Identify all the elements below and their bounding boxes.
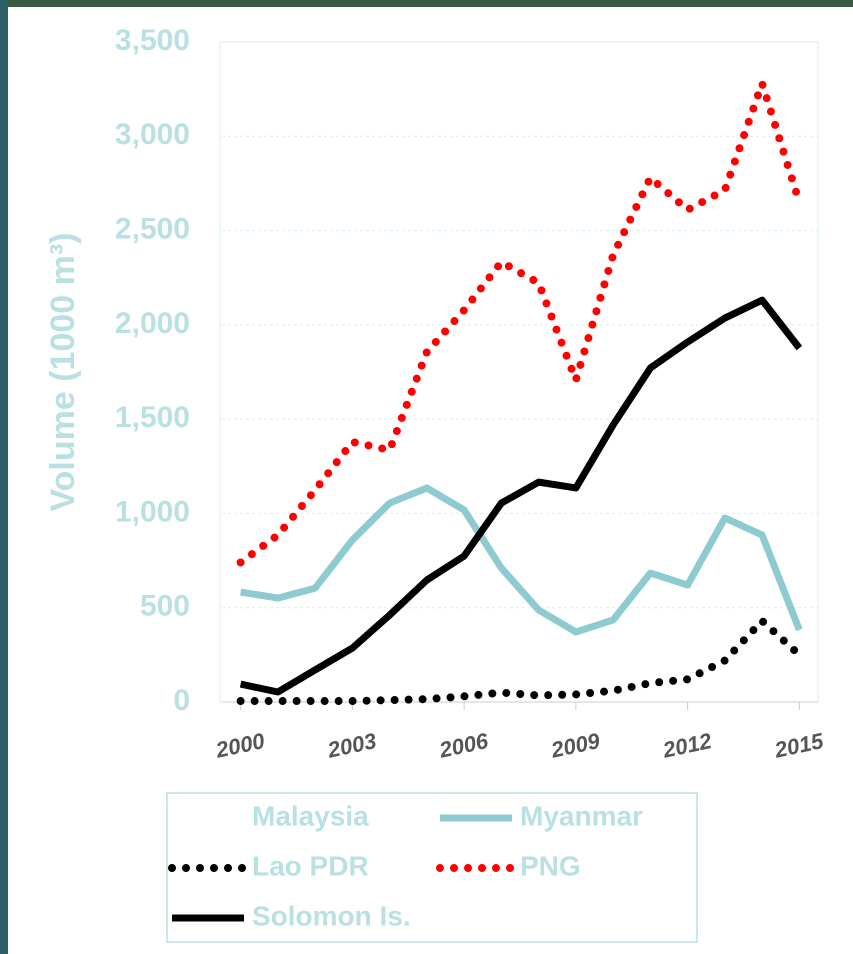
series-line <box>239 296 803 696</box>
left-border <box>0 0 8 954</box>
x-tick-label: 2003 <box>325 728 379 763</box>
y-tick-label: 0 <box>173 684 190 717</box>
x-tick-label: 2015 <box>772 728 827 763</box>
y-tick-label: 1,500 <box>115 401 190 434</box>
top-strip <box>0 0 853 7</box>
series-line <box>240 484 803 636</box>
y-tick-label: 500 <box>140 590 190 623</box>
y-axis-label: Volume (1000 m³) <box>44 232 82 511</box>
y-tick-label: 3,500 <box>115 24 190 57</box>
legend-label: Malaysia <box>252 800 369 831</box>
y-tick-label: 2,500 <box>115 212 190 245</box>
x-tick-label: 2006 <box>436 728 491 763</box>
x-tick-label: 2009 <box>548 728 603 763</box>
y-tick-label: 2,000 <box>115 307 190 340</box>
legend-label: Myanmar <box>520 800 643 831</box>
x-tick-label: 2000 <box>213 728 268 763</box>
series-line <box>236 615 804 706</box>
y-tick-label: 3,000 <box>115 118 190 151</box>
plot-frame <box>219 41 819 703</box>
x-tick-label: 2012 <box>660 728 715 763</box>
y-tick-label: 1,000 <box>115 495 190 528</box>
legend-label: Solomon Is. <box>252 900 411 931</box>
legend-box <box>166 792 698 943</box>
series-line <box>236 70 804 567</box>
legend-label: Lao PDR <box>252 850 369 881</box>
legend-label: PNG <box>520 850 581 881</box>
